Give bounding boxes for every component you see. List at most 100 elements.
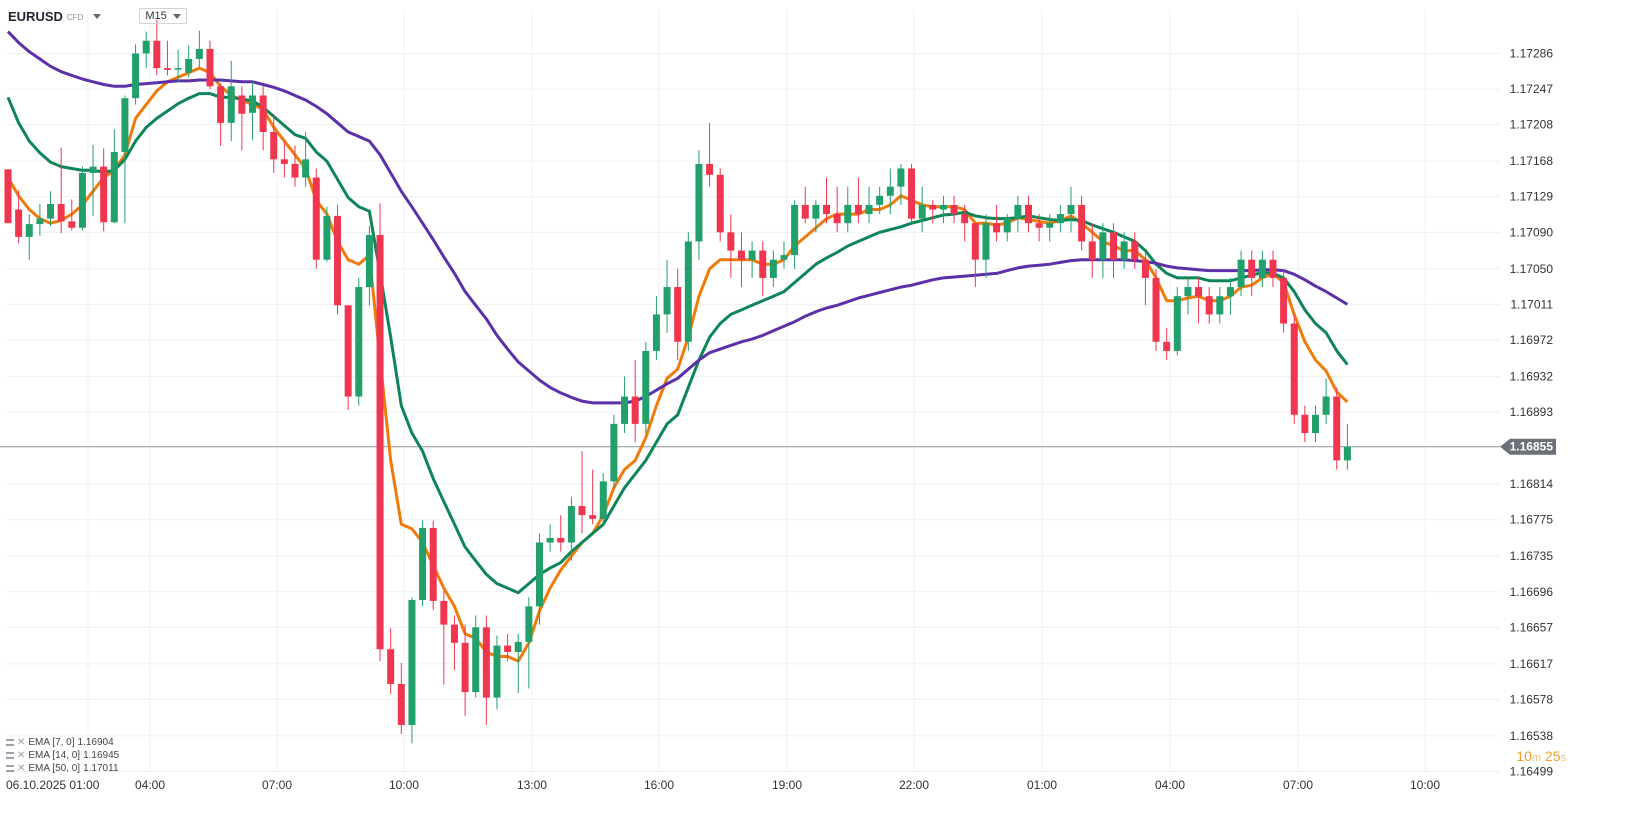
candle[interactable] bbox=[1024, 195, 1032, 233]
candle[interactable] bbox=[939, 195, 947, 224]
candle[interactable] bbox=[408, 597, 416, 744]
candle[interactable] bbox=[323, 206, 331, 262]
candle[interactable] bbox=[450, 615, 458, 671]
candle[interactable] bbox=[1141, 250, 1149, 306]
timeframe-selector[interactable]: M15 bbox=[139, 8, 187, 24]
candle[interactable] bbox=[195, 30, 203, 68]
chevron-down-icon[interactable] bbox=[93, 13, 102, 19]
candle[interactable] bbox=[706, 122, 714, 187]
candle[interactable] bbox=[1280, 268, 1288, 333]
candle[interactable] bbox=[1333, 387, 1341, 470]
candle[interactable] bbox=[376, 203, 384, 662]
candle[interactable] bbox=[631, 360, 639, 443]
candle[interactable] bbox=[993, 204, 1001, 242]
candle[interactable] bbox=[663, 259, 671, 333]
candle[interactable] bbox=[780, 241, 788, 269]
candle[interactable] bbox=[1248, 250, 1256, 297]
candle[interactable] bbox=[1088, 223, 1096, 278]
settings-icon[interactable] bbox=[6, 739, 14, 746]
candle[interactable] bbox=[854, 177, 862, 224]
candle[interactable] bbox=[514, 633, 522, 694]
candle[interactable] bbox=[536, 533, 543, 625]
candle[interactable] bbox=[302, 131, 310, 187]
candle[interactable] bbox=[684, 232, 692, 351]
candle[interactable] bbox=[440, 590, 448, 685]
candle[interactable] bbox=[918, 186, 926, 233]
candle[interactable] bbox=[163, 40, 171, 76]
candle[interactable] bbox=[238, 86, 246, 151]
candle[interactable] bbox=[217, 83, 225, 146]
candle[interactable] bbox=[557, 515, 565, 552]
candle[interactable] bbox=[419, 520, 427, 607]
candle[interactable] bbox=[908, 163, 916, 224]
candle[interactable] bbox=[1046, 214, 1054, 242]
candle[interactable] bbox=[610, 414, 618, 488]
candle[interactable] bbox=[121, 95, 129, 224]
candle[interactable] bbox=[25, 214, 33, 260]
candle[interactable] bbox=[961, 204, 969, 242]
candle[interactable] bbox=[1322, 378, 1330, 424]
candle[interactable] bbox=[270, 113, 278, 174]
candle[interactable] bbox=[971, 223, 979, 288]
candle[interactable] bbox=[57, 147, 65, 234]
candle[interactable] bbox=[291, 145, 299, 187]
candle[interactable] bbox=[1343, 423, 1351, 470]
candle[interactable] bbox=[227, 60, 235, 142]
candle[interactable] bbox=[68, 199, 76, 231]
candle[interactable] bbox=[823, 177, 831, 224]
candle[interactable] bbox=[1163, 328, 1171, 361]
candle[interactable] bbox=[142, 31, 150, 69]
candle[interactable] bbox=[695, 150, 703, 260]
candle[interactable] bbox=[674, 268, 682, 361]
candle[interactable] bbox=[1003, 214, 1011, 242]
candle[interactable] bbox=[334, 204, 342, 315]
candle[interactable] bbox=[1184, 277, 1192, 315]
candle[interactable] bbox=[206, 40, 214, 90]
symbol-selector[interactable]: EURUSD CFD bbox=[8, 9, 102, 24]
candle[interactable] bbox=[1131, 232, 1139, 269]
candle[interactable] bbox=[897, 163, 905, 205]
candle[interactable] bbox=[355, 277, 363, 406]
candle[interactable] bbox=[759, 241, 767, 297]
candle[interactable] bbox=[525, 597, 533, 689]
candle[interactable] bbox=[174, 49, 182, 82]
candle[interactable] bbox=[397, 662, 405, 735]
candle[interactable] bbox=[100, 148, 108, 232]
candle[interactable] bbox=[833, 186, 841, 233]
close-icon[interactable]: ✕ bbox=[17, 736, 26, 748]
candle[interactable] bbox=[312, 168, 320, 269]
candle[interactable] bbox=[248, 81, 256, 141]
settings-icon[interactable] bbox=[6, 752, 14, 759]
candle[interactable] bbox=[110, 129, 118, 224]
candle[interactable] bbox=[1120, 232, 1128, 269]
candle[interactable] bbox=[791, 200, 799, 269]
candle[interactable] bbox=[36, 204, 44, 236]
candle[interactable] bbox=[280, 141, 288, 178]
candle[interactable] bbox=[1216, 287, 1224, 324]
candle[interactable] bbox=[1301, 405, 1309, 443]
chevron-down-icon[interactable] bbox=[172, 13, 181, 19]
candle[interactable] bbox=[132, 44, 140, 105]
candle[interactable] bbox=[567, 496, 575, 561]
candle[interactable] bbox=[1078, 195, 1086, 251]
candle[interactable] bbox=[652, 296, 660, 361]
candle[interactable] bbox=[15, 190, 23, 244]
candle[interactable] bbox=[621, 376, 629, 434]
candle[interactable] bbox=[153, 19, 161, 76]
candle[interactable] bbox=[482, 615, 490, 725]
candle[interactable] bbox=[599, 473, 607, 525]
candle[interactable] bbox=[812, 200, 820, 233]
candle[interactable] bbox=[727, 214, 735, 278]
candle[interactable] bbox=[1152, 268, 1160, 351]
candle[interactable] bbox=[1269, 250, 1277, 288]
candle[interactable] bbox=[89, 144, 97, 216]
candle[interactable] bbox=[472, 615, 480, 698]
candle[interactable] bbox=[1195, 277, 1203, 324]
candle[interactable] bbox=[1226, 277, 1234, 315]
candle[interactable] bbox=[47, 191, 55, 226]
candle[interactable] bbox=[737, 232, 745, 288]
candle[interactable] bbox=[1311, 405, 1319, 443]
candle[interactable] bbox=[1258, 250, 1266, 288]
candle[interactable] bbox=[1110, 223, 1118, 278]
